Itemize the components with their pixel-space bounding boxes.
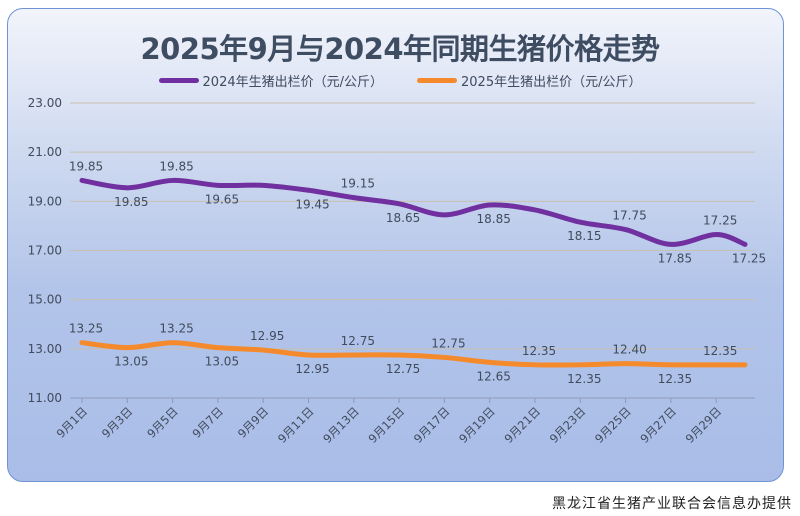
legend-swatch-2024: [158, 78, 199, 83]
data-label: 19.65: [205, 192, 239, 206]
legend-label-2025: 2025年生猪出栏价（元/公斤）: [461, 75, 642, 90]
y-tick-label: 15.00: [28, 293, 62, 307]
x-tick-label: 9月25日: [592, 404, 634, 446]
data-label: 12.75: [341, 334, 375, 348]
footer-source: 黑龙江省生猪产业联合会信息办提供: [552, 496, 792, 512]
data-label: 17.25: [703, 214, 737, 228]
data-label: 17.85: [658, 251, 692, 265]
legend: 2024年生猪出栏价（元/公斤） 2025年生猪出栏价（元/公斤）: [0, 71, 800, 90]
data-label: 12.35: [522, 344, 556, 358]
y-tick-label: 17.00: [28, 244, 62, 258]
legend-label-2024: 2024年生猪出栏价（元/公斤）: [202, 75, 383, 90]
data-label: 13.05: [205, 355, 239, 369]
x-tick-label: 9月27日: [637, 404, 679, 446]
data-label: 12.35: [658, 372, 692, 386]
data-label: 12.75: [386, 362, 420, 376]
data-label: 19.45: [295, 197, 329, 211]
series-line-2024: [79, 177, 748, 247]
x-tick-label: 9月21日: [501, 404, 543, 446]
x-tick-label: 9月5日: [144, 404, 181, 441]
data-label: 13.25: [69, 322, 103, 336]
legend-item-2025: 2025年生猪出栏价（元/公斤）: [417, 71, 641, 90]
x-tick-label: 9月29日: [683, 404, 725, 446]
series-line-2025: [79, 340, 748, 368]
data-label: 12.65: [477, 369, 511, 383]
data-label: 12.95: [250, 329, 284, 343]
legend-item-2024: 2024年生猪出栏价（元/公斤）: [158, 71, 383, 90]
x-tick-label: 9月19日: [456, 404, 498, 446]
x-tick-label: 9月9日: [235, 404, 272, 441]
x-tick-label: 9月13日: [320, 404, 362, 446]
x-tick-label: 9月11日: [275, 404, 317, 446]
y-tick-label: 21.00: [28, 145, 62, 159]
data-label: 19.85: [159, 159, 193, 173]
data-label: 19.85: [114, 195, 148, 209]
data-label: 13.05: [114, 355, 148, 369]
data-label: 19.15: [341, 177, 375, 191]
data-label: 12.35: [567, 372, 601, 386]
x-tick-label: 9月23日: [547, 404, 589, 446]
data-label: 17.75: [612, 209, 646, 223]
x-tick-label: 9月7日: [190, 404, 227, 441]
y-tick-label: 13.00: [28, 342, 62, 356]
x-tick-label: 9月1日: [54, 404, 91, 441]
chart-frame: [7, 8, 784, 482]
legend-swatch-2025: [417, 78, 457, 83]
y-tick-label: 11.00: [28, 391, 62, 405]
data-label: 12.95: [295, 362, 329, 376]
data-label: 18.15: [567, 229, 601, 243]
x-tick-label: 9月15日: [366, 404, 408, 446]
x-tick-label: 9月3日: [99, 404, 136, 441]
data-label: 17.25: [732, 251, 766, 265]
y-tick-label: 23.00: [28, 96, 62, 110]
x-tick-label: 9月17日: [411, 404, 453, 446]
data-label: 12.40: [612, 343, 646, 357]
data-label: 18.65: [386, 211, 420, 225]
y-tick-label: 19.00: [28, 194, 62, 208]
data-label: 12.75: [431, 336, 465, 350]
data-label: 13.25: [159, 322, 193, 336]
data-label: 19.85: [69, 159, 103, 173]
data-label: 18.85: [477, 212, 511, 226]
data-label: 12.35: [703, 344, 737, 358]
chart-title: 2025年9月与2024年同期生猪价格走势: [140, 32, 660, 66]
